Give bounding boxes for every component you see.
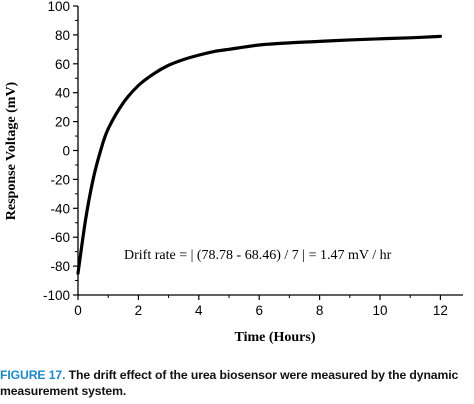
y-tick-label: -100: [43, 288, 70, 303]
x-ticks: 0 2 4 6 8 10 12: [74, 295, 448, 318]
x-tick-label: 0: [74, 303, 82, 318]
y-tick-label: -80: [50, 259, 70, 274]
y-tick-label: 20: [55, 115, 70, 130]
y-tick-label: -40: [50, 201, 70, 216]
drift-annotation: Drift rate = | (78.78 - 68.46) / 7 | = 1…: [124, 248, 392, 263]
series-layer: [76, 34, 442, 275]
y-ticks: -100 -80 -60 -40 -20 0 20 40 60 80 100: [43, 0, 78, 303]
y-tick-label: 100: [47, 0, 70, 14]
x-tick-label: 12: [433, 303, 448, 318]
x-tick-label: 6: [255, 303, 263, 318]
figure-caption: FIGURE 17. The drift effect of the urea …: [0, 367, 474, 399]
y-tick-label: 80: [55, 28, 70, 43]
drift-chart: -100 -80 -60 -40 -20 0 20 40 60 80 100 0 2 4 6 8 10 12 D…: [4, 0, 463, 345]
y-axis-title: Response Voltage (mV): [4, 81, 19, 220]
y-tick-label: -60: [50, 230, 70, 245]
x-tick-label: 4: [195, 303, 203, 318]
figure-label: FIGURE 17.: [0, 368, 66, 382]
x-tick-label: 8: [316, 303, 324, 318]
caption-text: The drift effect of the urea biosensor w…: [0, 368, 459, 398]
x-axis-title: Time (Hours): [234, 330, 315, 345]
y-tick-label: 40: [55, 86, 70, 101]
y-tick-label: 0: [62, 144, 70, 159]
y-tick-label: 60: [55, 57, 70, 72]
x-tick-label: 2: [135, 303, 143, 318]
x-tick-label: 10: [372, 303, 387, 318]
series-line: [76, 34, 442, 275]
y-tick-label: -20: [50, 172, 70, 187]
